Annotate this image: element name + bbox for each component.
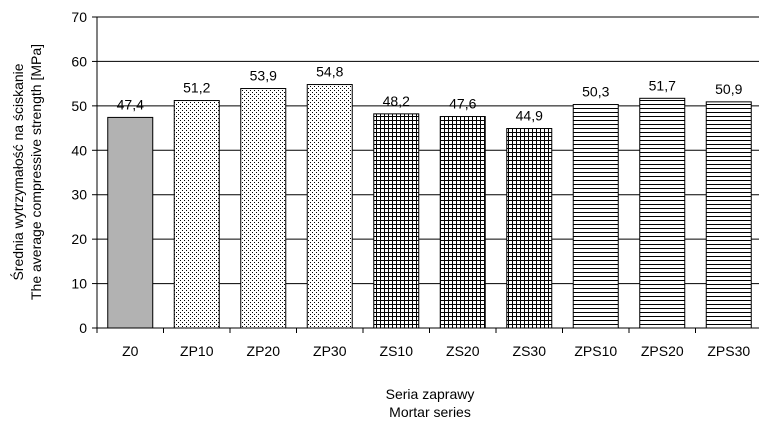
x-axis-title-line-1: Seria zaprawy — [386, 386, 475, 402]
y-tick-label: 10 — [71, 276, 87, 292]
y-tick-label: 60 — [71, 53, 87, 69]
data-label-z0: 47,4 — [117, 96, 144, 112]
bar-zs30 — [506, 128, 553, 329]
x-tick-label-zp30: ZP30 — [313, 343, 347, 359]
x-tick-label-zp10: ZP10 — [180, 343, 214, 359]
x-tick-label-z0: Z0 — [122, 343, 139, 359]
y-tick-label: 70 — [71, 9, 87, 25]
y-tick-label: 20 — [71, 231, 87, 247]
y-tick-label: 0 — [79, 320, 87, 336]
x-axis-title-line-2: Mortar series — [389, 404, 471, 420]
data-label-zps30: 50,9 — [715, 81, 742, 97]
x-tick-labels: Z0 ZP10 ZP20 ZP30 ZS10 ZS20 ZS30 ZPS10 ZPS20 ZPS3… — [122, 343, 750, 359]
data-label-zs10: 48,2 — [383, 93, 410, 109]
data-label-zp10: 51,2 — [183, 80, 210, 96]
x-tick-label-zps30: ZPS30 — [707, 343, 750, 359]
data-label-zps20: 51,7 — [649, 77, 676, 93]
bar-zps10 — [572, 104, 619, 329]
bar-z0 — [107, 116, 154, 329]
y-axis-title-line-1: Średnia wytrzymałość na ściskanie — [9, 63, 26, 280]
data-label-zps10: 50,3 — [582, 84, 609, 100]
x-tick-label-zs30: ZS30 — [513, 343, 547, 359]
y-tick-labels: 0 10 20 30 40 50 60 70 — [71, 9, 87, 336]
bar-zps30 — [705, 101, 752, 329]
bar-zp30 — [306, 84, 353, 329]
y-tick-label: 40 — [71, 142, 87, 158]
bar-zs20 — [439, 116, 486, 329]
x-tick-label-zps10: ZPS10 — [574, 343, 617, 359]
bar-zp20 — [240, 88, 287, 329]
x-tick-label-zp20: ZP20 — [247, 343, 281, 359]
bars — [107, 84, 752, 329]
bar-zps20 — [639, 97, 686, 329]
bar-zp10 — [173, 100, 220, 329]
y-axis-title-line-2: The average compressive strength [MPa] — [28, 44, 44, 300]
y-tick-label: 50 — [71, 98, 87, 114]
data-label-zs20: 47,6 — [449, 96, 476, 112]
axes — [92, 16, 759, 333]
data-label-zp20: 53,9 — [250, 68, 277, 84]
x-tick-label-zs10: ZS10 — [380, 343, 414, 359]
bar-zs10 — [373, 113, 420, 329]
data-label-zp30: 54,8 — [316, 64, 343, 80]
x-tick-label-zps20: ZPS20 — [641, 343, 684, 359]
y-tick-label: 30 — [71, 187, 87, 203]
data-labels: 47,4 51,2 53,9 54,8 48,2 47,6 44,9 50,3 51,7 50,9 — [117, 64, 743, 124]
data-label-zs30: 44,9 — [516, 108, 543, 124]
x-tick-label-zs20: ZS20 — [446, 343, 480, 359]
